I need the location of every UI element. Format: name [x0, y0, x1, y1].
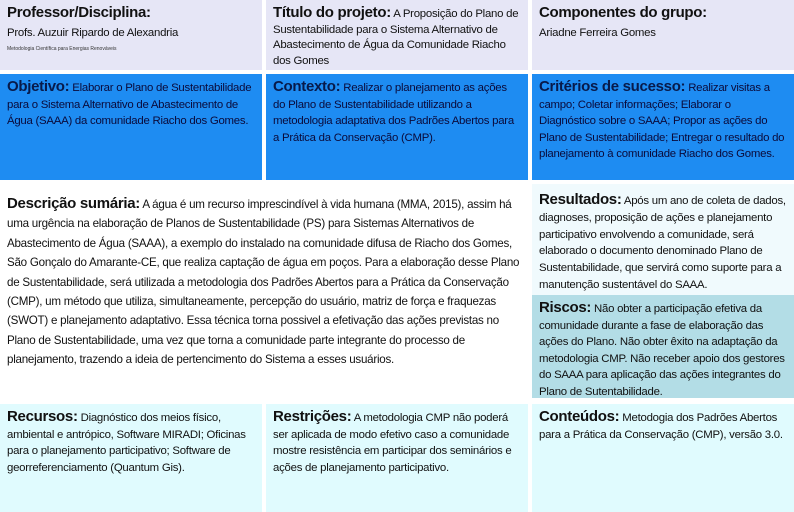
members-text: Ariadne Ferreira Gomes	[539, 26, 656, 39]
title-text: A Proposição do Plano de Sustentabilidad…	[273, 8, 519, 67]
success-criteria-panel: Critérios de sucesso: Realizar visitas a…	[532, 74, 794, 180]
risks-heading: Riscos:	[539, 299, 592, 316]
risks-panel: Riscos: Não obter a participação efetiva…	[532, 295, 794, 398]
success-criteria-text: Realizar visitas a campo; Coletar inform…	[539, 82, 785, 161]
restrictions-panel: Restrições: A metodologia CMP não poderá…	[266, 404, 528, 512]
contents-panel: Conteúdos: Metodogia dos Padrões Abertos…	[532, 404, 794, 512]
professor-heading: Professor/Disciplina:	[7, 4, 151, 21]
summary-panel: Descrição sumária: A água é um recurso i…	[0, 184, 528, 400]
summary-heading: Descrição sumária:	[7, 195, 141, 212]
professor-panel: Professor/Disciplina: Profs. Auzuir Ripa…	[0, 0, 262, 70]
success-criteria-heading: Critérios de sucesso:	[539, 78, 686, 95]
results-heading: Resultados:	[539, 191, 622, 208]
summary-text: A água é um recurso imprescindível à vid…	[7, 198, 520, 367]
title-heading: Título do projeto:	[273, 4, 391, 21]
objective-panel: Objetivo: Elaborar o Plano de Sustentabi…	[0, 74, 262, 180]
context-text: Realizar o planejamento as ações do Plan…	[273, 82, 514, 144]
context-panel: Contexto: Realizar o planejamento as açõ…	[266, 74, 528, 180]
results-text: Após um ano de coleta de dados, diagnose…	[539, 195, 786, 291]
context-heading: Contexto:	[273, 78, 341, 95]
members-heading: Componentes do grupo:	[539, 4, 707, 21]
objective-text: Elaborar o Plano de Sustentabilidade par…	[7, 82, 252, 128]
risks-text: Não obter a participação efetiva da comu…	[539, 303, 785, 398]
contents-text: Metodogia dos Padrões Abertos para a Prá…	[539, 412, 783, 441]
restrictions-heading: Restrições:	[273, 408, 352, 425]
restrictions-text: A metodologia CMP não poderá ser aplicad…	[273, 412, 512, 474]
contents-heading: Conteúdos:	[539, 408, 620, 425]
resources-text: Diagnóstico dos meios físico, ambiental …	[7, 412, 246, 474]
members-panel: Componentes do grupo: Ariadne Ferreira G…	[532, 0, 794, 70]
professor-name: Profs. Auzuir Ripardo de Alexandria	[7, 26, 179, 39]
resources-panel: Recursos: Diagnóstico dos meios físico, …	[0, 404, 262, 512]
results-panel: Resultados: Após um ano de coleta de dad…	[532, 184, 794, 295]
title-panel: Título do projeto: A Proposição do Plano…	[266, 0, 528, 70]
course-name: Metodologia Científica para Energias Ren…	[7, 46, 117, 53]
objective-heading: Objetivo:	[7, 78, 70, 95]
resources-heading: Recursos:	[7, 408, 78, 425]
